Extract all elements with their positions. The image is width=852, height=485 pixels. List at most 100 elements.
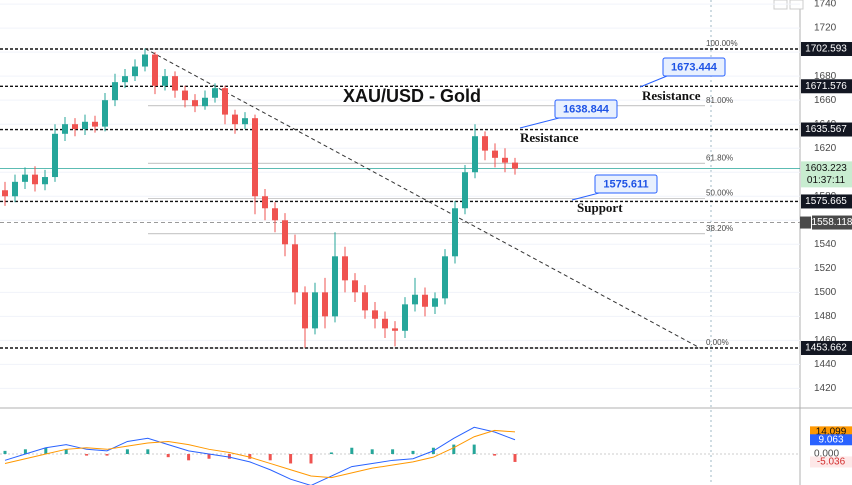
candle-body: [442, 256, 448, 299]
candle-body: [492, 150, 498, 158]
candle-body: [322, 292, 328, 317]
trend-line: [144, 48, 701, 349]
histogram-bar: [105, 454, 109, 456]
histogram-bar: [248, 454, 252, 459]
candle-body: [252, 118, 258, 197]
histogram-bar: [166, 454, 170, 458]
candle-body: [482, 136, 488, 151]
histogram-bar: [187, 454, 191, 461]
candle-body: [142, 54, 148, 67]
y-tick-label: 1480: [814, 311, 837, 322]
y-tick-label: 1460: [814, 335, 837, 346]
candle-body: [312, 292, 318, 329]
current-price-badge: [801, 161, 852, 188]
callout-text: Support: [577, 200, 623, 215]
histogram-bar: [493, 454, 497, 456]
level-badge: [801, 194, 852, 209]
candle-body: [502, 157, 508, 163]
level-badge-label: 1671.576: [805, 81, 847, 92]
candle-body: [152, 54, 158, 86]
y-tick-label: 1440: [814, 359, 837, 370]
level-badge-label: 1635.567: [805, 124, 847, 135]
candle-body: [132, 66, 138, 77]
candle-body: [42, 177, 48, 185]
fib-label: 81.00%: [706, 96, 733, 105]
histogram-bar: [125, 449, 129, 455]
histogram-bar: [350, 447, 354, 455]
candle-body: [212, 88, 218, 98]
y-tick-label: 1420: [814, 383, 837, 394]
histogram-bar: [44, 447, 48, 455]
crosshair-button: [800, 216, 811, 229]
candle-body: [432, 298, 438, 307]
callout-box: [594, 174, 658, 194]
histogram-bar: [309, 454, 313, 464]
current-price-label: 1603.223: [805, 163, 847, 174]
candle-body: [392, 328, 398, 331]
candle-body: [182, 90, 188, 101]
candle-body: [422, 294, 428, 307]
histogram-bar: [452, 444, 456, 455]
value-badge: [810, 434, 852, 446]
candle-body: [272, 208, 278, 221]
candle-body: [342, 256, 348, 281]
level-badge: [801, 42, 852, 57]
candle-body: [282, 220, 288, 245]
histogram-bar: [3, 450, 7, 455]
histogram-bar: [227, 454, 231, 459]
y-tick-label: 1680: [814, 71, 837, 82]
histogram-bar: [289, 454, 293, 464]
candle-body: [162, 76, 168, 86]
countdown-label: 01:37:11: [807, 175, 846, 186]
crosshair-label: 1558.118: [812, 217, 852, 228]
candle-body: [222, 88, 228, 115]
value-badge: [810, 456, 852, 468]
candle-body: [32, 174, 38, 185]
candle-body: [202, 97, 208, 107]
y-tick-label: 1620: [814, 143, 837, 154]
candle-body: [92, 121, 98, 127]
histogram-bar: [472, 444, 476, 455]
callout-text: Resistance: [642, 88, 701, 103]
callout-connector: [639, 75, 668, 88]
candle-body: [472, 136, 478, 173]
level-badge-label: 1453.662: [805, 343, 847, 354]
fib-label: 50.00%: [706, 189, 733, 198]
fib-label: 0.00%: [706, 338, 729, 347]
candle-body: [462, 172, 468, 209]
macd-line: [4, 426, 516, 485]
candle-body: [12, 181, 18, 197]
crosshair-badge: [812, 215, 852, 230]
y-tick-label: 1740: [814, 0, 837, 10]
fib-label: 38.20%: [706, 224, 733, 233]
candle-body: [52, 133, 58, 178]
histogram-bar: [411, 450, 415, 455]
callout-connector: [571, 192, 600, 201]
candle-body: [82, 121, 88, 129]
level-badge-label: 1575.665: [805, 196, 847, 207]
candle-body: [382, 318, 388, 329]
candle-body: [172, 76, 178, 91]
candle-body: [62, 124, 68, 134]
callout-box: [662, 57, 726, 77]
candle-body: [412, 294, 418, 305]
histogram-bar: [268, 454, 272, 461]
level-badge: [801, 79, 852, 94]
callout-value: 1673.444: [671, 61, 718, 73]
y-tick-label: 1500: [814, 287, 837, 298]
callout-value: 1638.844: [563, 103, 610, 115]
fib-label: 61.80%: [706, 153, 733, 162]
candle-body: [262, 196, 268, 209]
histogram-bar: [513, 454, 517, 462]
candle-body: [232, 114, 238, 125]
y-tick-label: 1720: [814, 23, 837, 34]
candle-body: [72, 124, 78, 129]
level-badge-label: 1702.593: [805, 44, 847, 55]
candle-body: [192, 100, 198, 107]
candle-body: [332, 256, 338, 317]
chart-title: XAU/USD - Gold: [343, 86, 481, 106]
y-tick-label: 1540: [814, 239, 837, 250]
histogram-bar: [207, 454, 211, 459]
